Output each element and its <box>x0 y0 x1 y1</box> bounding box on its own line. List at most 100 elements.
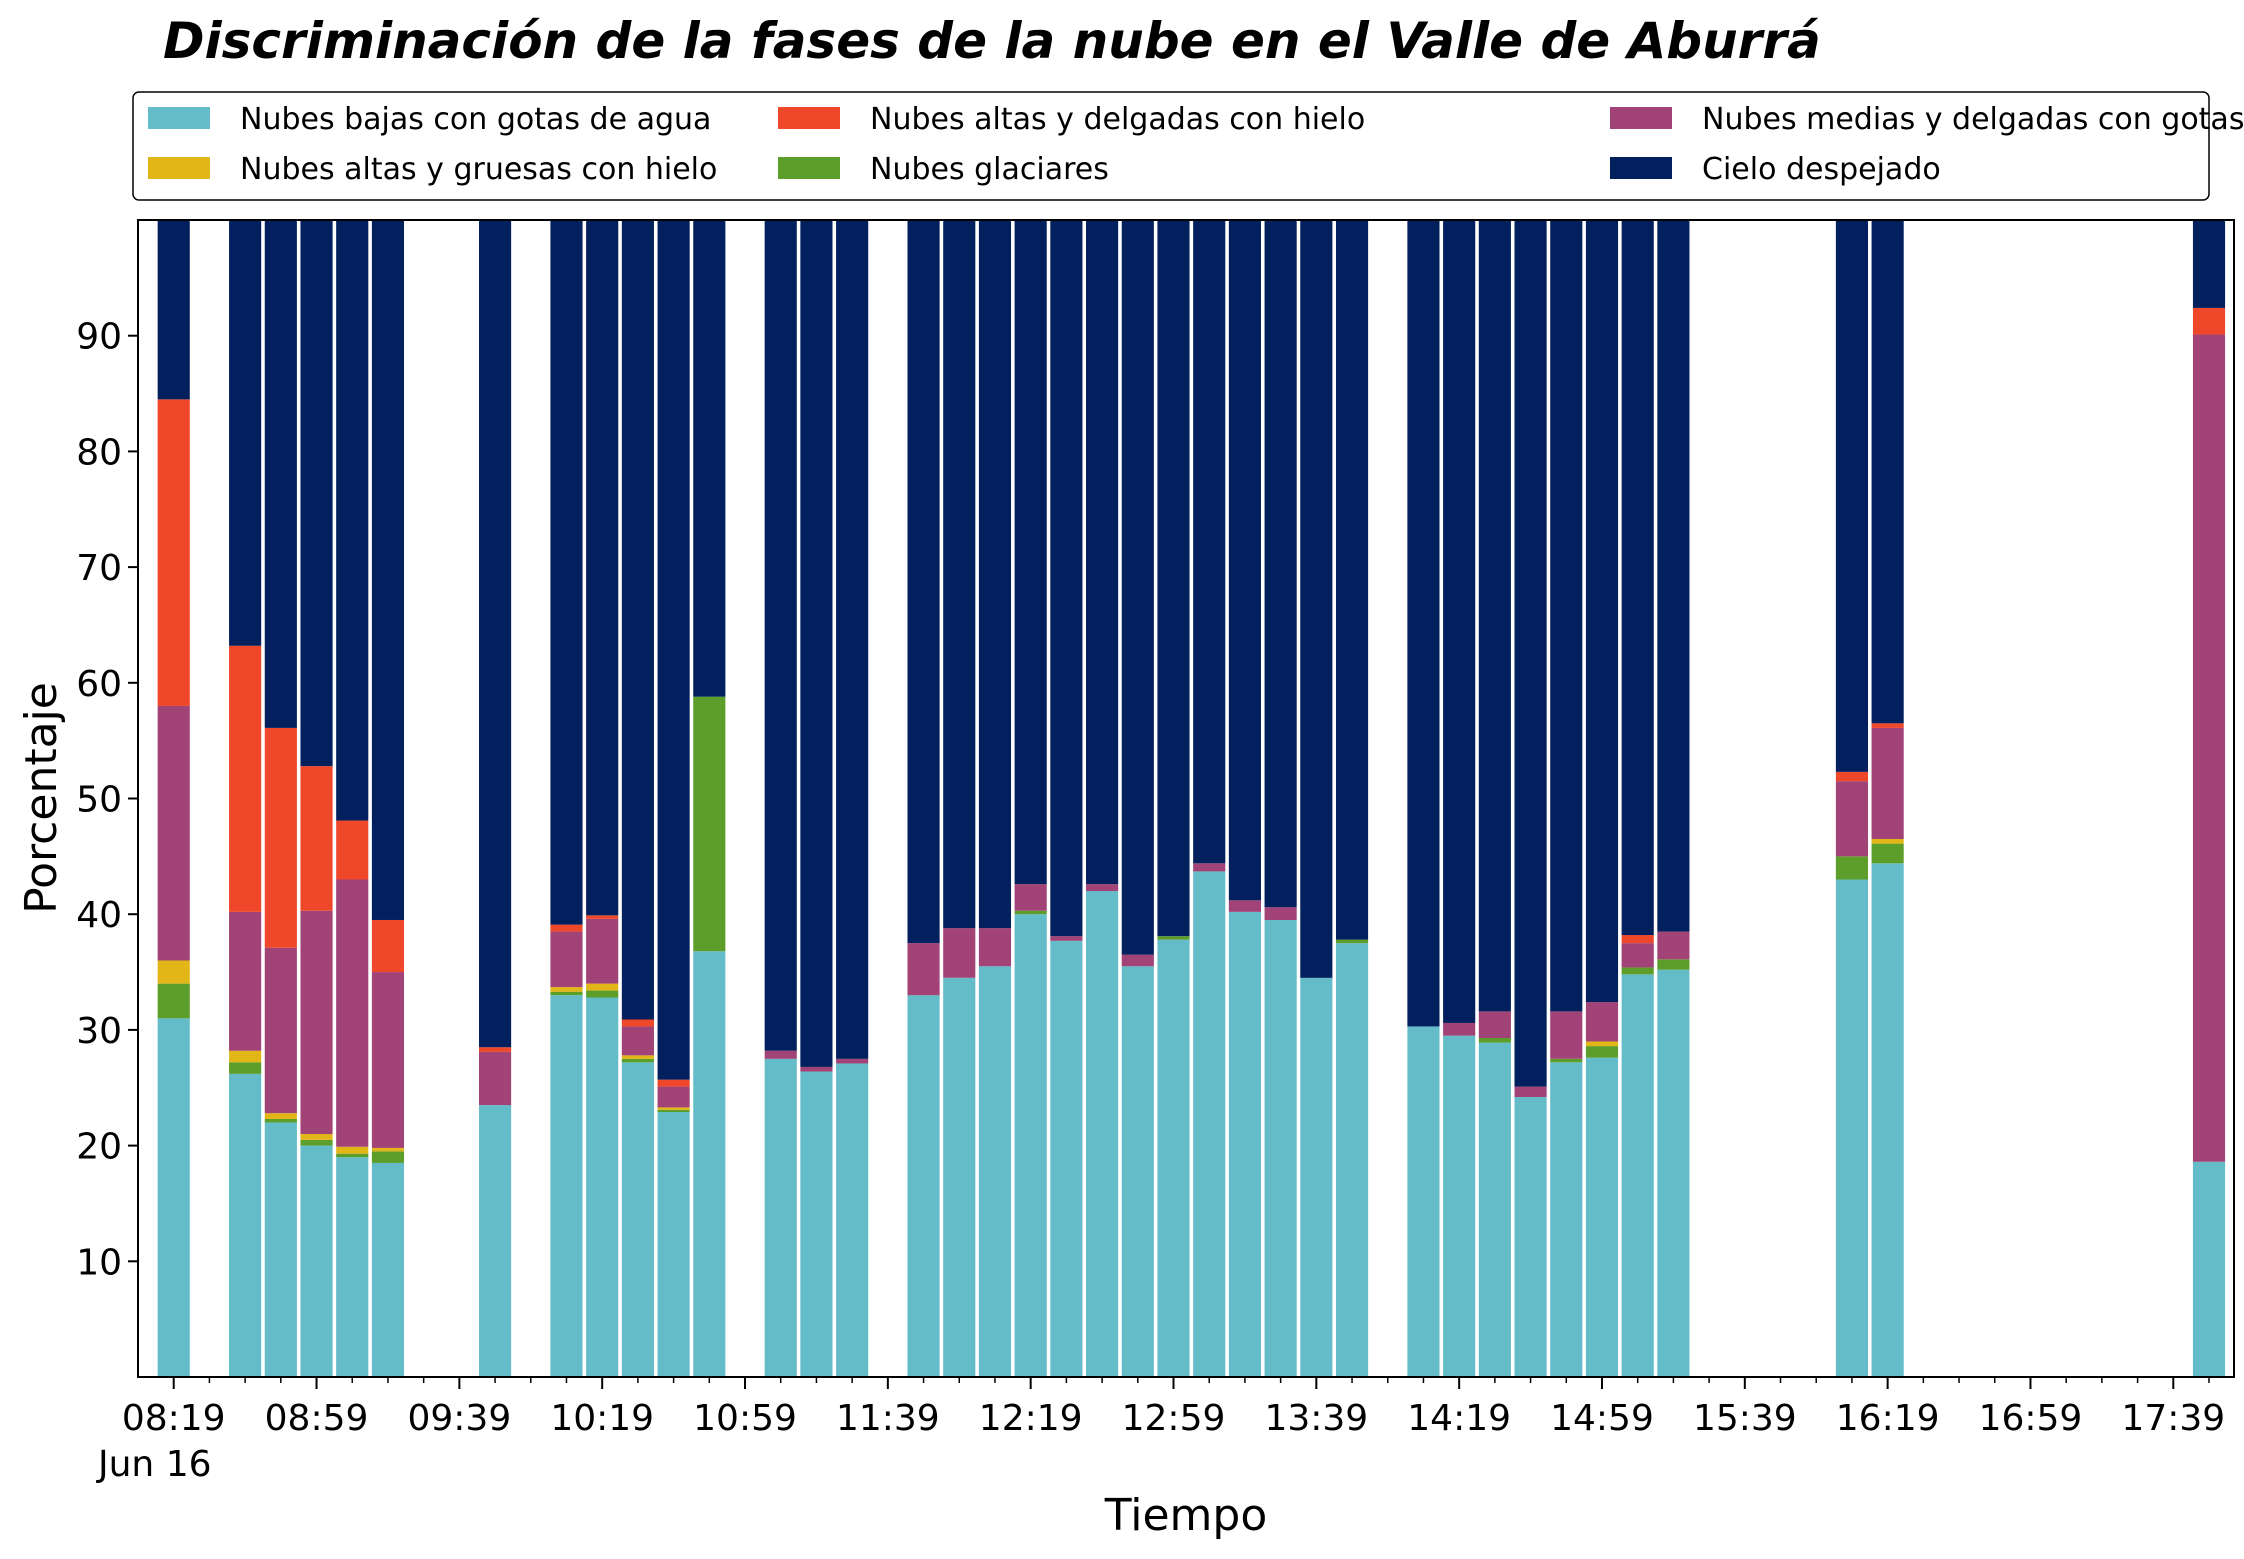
bar-segment <box>907 995 940 1377</box>
x-tick-label: 08:59 <box>265 1398 369 1439</box>
bar-segment <box>621 1062 654 1377</box>
bar-segment <box>550 924 583 932</box>
bar-segment <box>621 1058 654 1063</box>
bar-segment <box>229 911 262 1051</box>
bar-segment <box>1086 884 1119 892</box>
bar-stack <box>1657 220 1690 1377</box>
bar-segment <box>157 983 190 1019</box>
y-axis: 10 20 30 40 50 60 70 80 90 <box>76 317 138 1283</box>
bar-stack <box>1014 220 1047 1377</box>
bar-segment <box>300 1134 333 1140</box>
bar-segment <box>621 1026 654 1056</box>
bar-segment <box>1478 1042 1511 1377</box>
bar-segment <box>1193 220 1226 864</box>
bar-segment <box>621 1055 654 1059</box>
bar-segment <box>978 928 1012 967</box>
legend-swatch <box>148 107 210 129</box>
bar-segment <box>1835 856 1869 880</box>
bar-segment <box>300 1139 333 1146</box>
bar-segment <box>1657 931 1690 960</box>
bar-segment <box>550 220 583 925</box>
x-tick-label: 10:19 <box>550 1398 654 1439</box>
x-tick-label: 11:39 <box>836 1398 940 1439</box>
bar-segment <box>764 220 797 1051</box>
bar-segment <box>1300 977 1333 1377</box>
y-tick-label: 80 <box>76 432 122 473</box>
bar-segment <box>2192 334 2226 1162</box>
bar-segment <box>657 220 690 1080</box>
legend-swatch <box>148 157 210 179</box>
chart-title: Discriminación de la fases de la nube en… <box>163 12 1821 70</box>
bar-segment <box>1264 919 1297 1377</box>
bar-segment <box>1835 781 1869 857</box>
bar-segment <box>1621 935 1654 944</box>
bar-segment <box>550 931 583 988</box>
x-tick-label: 14:59 <box>1550 1398 1654 1439</box>
legend-label: Nubes glaciares <box>870 152 1109 187</box>
x-tick-label: 12:19 <box>979 1398 1083 1439</box>
bar-segment <box>586 220 619 916</box>
bar-segment <box>1871 839 1904 844</box>
bar-segment <box>1014 914 1047 1377</box>
bar-segment <box>800 1066 833 1072</box>
bar-segment <box>1550 1011 1583 1059</box>
bar-segment <box>1121 954 1154 967</box>
bar-segment <box>479 220 512 1048</box>
bar-segment <box>371 972 405 1148</box>
bar-stack <box>1550 220 1583 1377</box>
bar-segment <box>1657 220 1690 932</box>
bar-segment <box>1335 943 1369 1378</box>
bar-segment <box>2192 307 2226 335</box>
bar-segment <box>1335 220 1369 940</box>
bar-stack <box>1835 220 1869 1377</box>
legend-item: Nubes altas y gruesas con hielo <box>148 152 717 187</box>
x-tick-label: 16:19 <box>1836 1398 1940 1439</box>
bar-segment <box>693 220 726 697</box>
bar-segment <box>1193 863 1226 872</box>
bar-segment <box>1086 891 1119 1377</box>
bar-segment <box>1050 940 1083 1377</box>
x-axis-date-label: Jun 16 <box>96 1444 212 1485</box>
bar-segment <box>1478 1011 1511 1038</box>
legend-item: Nubes bajas con gotas de agua <box>148 102 711 137</box>
y-tick-label: 10 <box>76 1242 122 1283</box>
x-axis: 08:19 08:59 09:39 10:19 10:59 11:39 12:19 12:59… <box>122 1377 2225 1439</box>
bar-stack <box>1585 220 1619 1377</box>
legend-label: Nubes bajas con gotas de agua <box>240 102 711 137</box>
bar-stack <box>1478 220 1511 1377</box>
x-tick-label: 13:39 <box>1264 1398 1368 1439</box>
bar-segment <box>1264 907 1297 920</box>
bar-segment <box>264 947 297 1114</box>
bar-stack <box>836 220 869 1377</box>
bar-stack <box>229 220 262 1377</box>
legend-label: Cielo despejado <box>1702 152 1941 187</box>
bar-segment <box>586 997 619 1377</box>
bar-segment <box>229 1062 262 1074</box>
bar-segment <box>371 1151 405 1163</box>
bar-segment <box>1050 936 1083 941</box>
y-tick-label: 60 <box>76 664 122 705</box>
legend-label: Nubes medias y delgadas con gotas de agu… <box>1702 102 2244 137</box>
bar-segment <box>693 951 726 1377</box>
bar-segment <box>300 910 333 1135</box>
bar-segment <box>1585 1046 1619 1058</box>
bar-segment <box>550 995 583 1377</box>
bar-stack <box>550 220 583 1377</box>
bar-segment <box>1657 969 1690 1377</box>
bar-segment <box>621 1019 654 1027</box>
bar-segment <box>657 1107 690 1110</box>
bar-segment <box>1478 1038 1511 1043</box>
bar-segment <box>1514 1086 1547 1097</box>
bar-stack <box>907 220 940 1377</box>
bar-segment <box>1550 1058 1583 1063</box>
bar-stack <box>1264 220 1297 1377</box>
bar-stack <box>1121 220 1154 1377</box>
bar-segment <box>479 1047 512 1052</box>
bar-segment <box>1157 936 1190 940</box>
legend: Nubes bajas con gotas de agua Nubes altas… <box>132 91 2244 201</box>
bar-segment <box>1514 220 1547 1087</box>
bar-segment <box>836 220 869 1059</box>
bar-segment <box>1443 1022 1476 1036</box>
bar-stack <box>943 220 976 1377</box>
